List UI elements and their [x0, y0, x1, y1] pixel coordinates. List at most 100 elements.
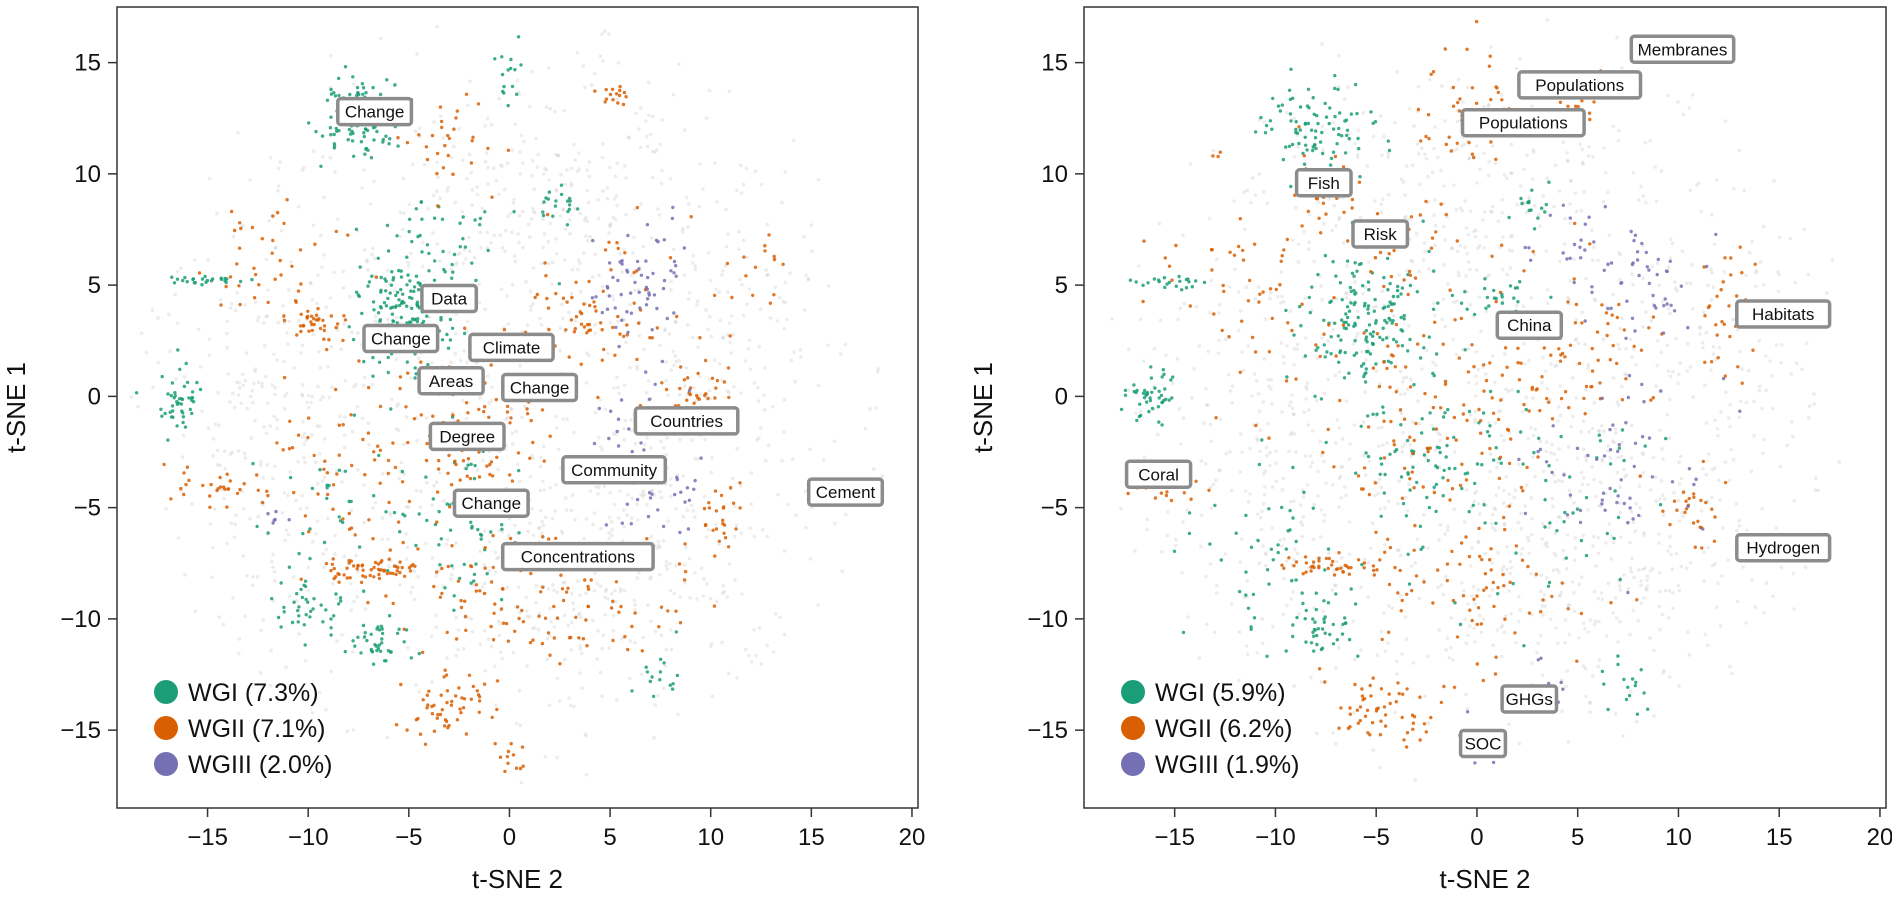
- background-point: [1752, 433, 1756, 438]
- point-wgi: [1160, 423, 1164, 427]
- point-wgii: [271, 214, 275, 218]
- point-wgii: [573, 327, 577, 331]
- background-point: [727, 89, 732, 94]
- point-wgi: [350, 139, 355, 143]
- background-point: [1322, 459, 1326, 464]
- background-point: [610, 528, 614, 532]
- background-point: [560, 302, 564, 307]
- annotation-label: Concentrations: [521, 548, 635, 567]
- point-wgi: [671, 682, 675, 686]
- background-point: [1688, 281, 1693, 286]
- background-point: [1445, 528, 1450, 532]
- background-point: [659, 439, 663, 444]
- background-point: [302, 165, 306, 170]
- background-point: [1452, 507, 1456, 512]
- background-point: [569, 166, 574, 171]
- point-wgi: [1295, 131, 1300, 135]
- background-point: [1436, 155, 1440, 160]
- point-wgii: [405, 140, 410, 145]
- point-wgi: [1406, 472, 1410, 476]
- point-wgi: [1353, 300, 1357, 305]
- background-point: [1754, 269, 1759, 273]
- background-point: [1279, 270, 1283, 274]
- background-point: [408, 376, 413, 381]
- background-point: [1634, 363, 1638, 367]
- background-point: [1727, 416, 1731, 421]
- point-wgi: [1334, 592, 1338, 596]
- background-point: [597, 485, 601, 490]
- background-point: [1319, 535, 1323, 539]
- background-point: [1702, 579, 1706, 583]
- background-point: [541, 172, 546, 176]
- background-point: [496, 467, 500, 472]
- background-point: [265, 463, 269, 467]
- point-wgii: [312, 317, 316, 321]
- background-point: [611, 628, 615, 633]
- background-point: [1501, 501, 1506, 505]
- point-wgi: [360, 82, 365, 86]
- background-point: [618, 489, 622, 493]
- background-point: [354, 553, 358, 558]
- point-wgii: [579, 322, 584, 326]
- point-wgi: [473, 218, 477, 222]
- background-point: [614, 600, 618, 604]
- point-wgi: [1386, 359, 1391, 363]
- background-point: [1565, 533, 1570, 537]
- point-wgi: [1338, 111, 1342, 115]
- background-point: [1280, 410, 1284, 415]
- background-point: [1432, 146, 1436, 151]
- background-point: [798, 347, 803, 352]
- point-wgi: [397, 298, 401, 302]
- background-point: [1598, 480, 1603, 485]
- point-wgi: [478, 532, 483, 537]
- background-point: [1226, 373, 1231, 377]
- point-wgii: [282, 375, 287, 380]
- point-wgii: [398, 375, 403, 379]
- background-point: [1430, 170, 1435, 175]
- point-wgi: [506, 103, 510, 108]
- background-point: [445, 537, 450, 542]
- background-point: [1248, 446, 1252, 451]
- background-point: [1310, 460, 1315, 465]
- background-point: [1212, 630, 1217, 634]
- background-point: [534, 600, 538, 605]
- point-wgi: [1309, 641, 1314, 645]
- point-wgii: [252, 296, 257, 300]
- point-wgi: [674, 630, 678, 634]
- background-point: [1628, 566, 1633, 570]
- background-point: [467, 235, 471, 240]
- background-point: [1416, 84, 1421, 89]
- background-point: [1618, 252, 1623, 257]
- point-wgiii: [661, 524, 666, 529]
- background-point: [1713, 466, 1717, 470]
- background-point: [302, 455, 306, 460]
- background-point: [328, 155, 333, 160]
- background-point: [442, 499, 446, 503]
- point-wgi: [390, 312, 395, 316]
- background-point: [179, 266, 183, 271]
- background-point: [1315, 731, 1319, 736]
- background-point: [570, 620, 574, 625]
- background-point: [273, 392, 277, 397]
- point-wgii: [505, 410, 510, 414]
- background-point: [641, 635, 645, 640]
- background-point: [1452, 183, 1456, 188]
- background-point: [541, 245, 545, 250]
- point-wgii: [435, 171, 439, 176]
- background-point: [605, 196, 610, 201]
- background-point: [715, 200, 719, 204]
- background-point: [461, 261, 466, 265]
- background-point: [250, 583, 255, 588]
- background-point: [281, 304, 285, 308]
- background-point: [748, 367, 753, 372]
- point-wgi: [1406, 552, 1410, 556]
- background-point: [1633, 529, 1638, 533]
- background-point: [1462, 142, 1467, 147]
- background-point: [251, 575, 255, 579]
- point-wgii: [445, 700, 449, 705]
- point-wgii: [688, 392, 692, 397]
- background-point: [598, 584, 603, 588]
- background-point: [1245, 652, 1250, 657]
- point-wgi: [392, 510, 397, 515]
- annotation-label: Degree: [439, 427, 495, 446]
